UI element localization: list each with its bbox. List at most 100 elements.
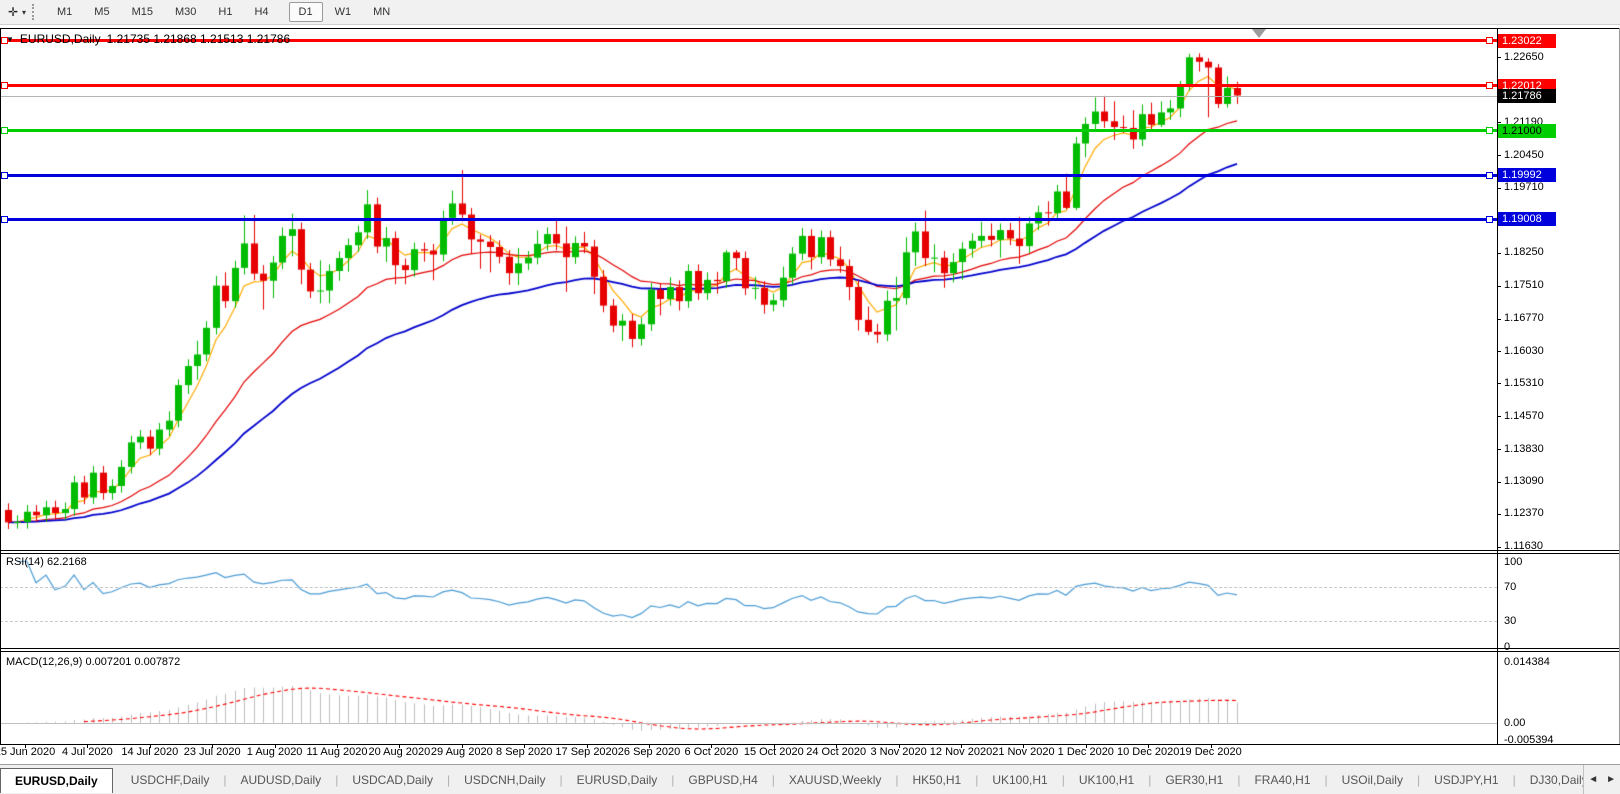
- tab-separator: |: [671, 773, 675, 787]
- timeframe-button-h1[interactable]: H1: [218, 6, 233, 18]
- rsi-axis-label: 70: [1504, 581, 1517, 593]
- main-rsi-separator-b[interactable]: [0, 553, 1620, 554]
- price-axis-tick-label: 1.12370: [1504, 507, 1544, 520]
- chart-tab-gbpusd-h4[interactable]: GBPUSD,H4: [688, 773, 758, 787]
- chart-tool-caret-icon[interactable]: ▾: [22, 7, 27, 17]
- time-axis-label: 21 Nov 2020: [992, 746, 1055, 758]
- price-axis-tick-label: 1.18250: [1504, 246, 1544, 259]
- rsi-macd-separator-a[interactable]: [0, 648, 1620, 649]
- price-axis-tick-label: 1.15310: [1504, 376, 1544, 389]
- chart-tab-usdjpy-h1[interactable]: USDJPY,H1: [1434, 773, 1499, 787]
- chart-tab-ger30-h1[interactable]: GER30,H1: [1165, 773, 1224, 787]
- timeframe-button-m30[interactable]: M30: [174, 6, 197, 18]
- tab-separator: |: [559, 773, 563, 787]
- line-handle[interactable]: [1, 171, 8, 179]
- horizontal-line-1.22012[interactable]: [0, 84, 1497, 88]
- price-axis-tick-label: 1.16030: [1504, 344, 1544, 357]
- time-axis-tick: [649, 744, 650, 748]
- chart-left-border: [0, 28, 1, 744]
- rsi-axis-label: 30: [1504, 615, 1517, 627]
- time-axis-label: 11 Aug 2020: [306, 746, 368, 758]
- time-axis-tick: [87, 744, 89, 748]
- line-handle[interactable]: [1, 37, 8, 45]
- macd-pane-canvas[interactable]: [0, 652, 1497, 744]
- time-axis-tick: [773, 744, 775, 748]
- chart-tab-eurusd-daily[interactable]: EURUSD,Daily: [576, 773, 658, 787]
- tab-separator: |: [895, 773, 899, 787]
- time-axis-label: 10 Dec 2020: [1116, 746, 1180, 758]
- chart-tab-usdcad-daily[interactable]: USDCAD,Daily: [352, 773, 433, 787]
- time-axis-tick: [961, 744, 962, 748]
- current-price-line: [0, 95, 1497, 97]
- price-chart-canvas[interactable]: [0, 28, 1497, 550]
- line-handle[interactable]: [1486, 82, 1493, 90]
- rsi-axis-label: 100: [1504, 555, 1523, 568]
- price-axis-tick: [1497, 252, 1501, 254]
- time-axis-label: 20 Aug 2020: [368, 746, 431, 758]
- timeframe-button-h4[interactable]: H4: [254, 6, 269, 18]
- chart-ohlc-values: 1.21735 1.21868 1.21513 1.21786: [106, 32, 291, 46]
- time-axis-label: 29 Aug 2020: [430, 746, 493, 758]
- price-axis-tick-label: 1.13830: [1504, 442, 1544, 455]
- timeframe-button-m15[interactable]: M15: [131, 6, 153, 18]
- line-handle[interactable]: [1, 127, 8, 135]
- chart-tab-usdchf-daily[interactable]: USDCHF,Daily: [130, 773, 210, 787]
- price-axis-tick-label: 1.20450: [1504, 148, 1544, 161]
- timeframe-button-m5[interactable]: M5: [94, 6, 110, 18]
- toolbar-grip[interactable]: [32, 4, 40, 20]
- time-axis-tick: [524, 744, 526, 748]
- horizontal-line-1.21000[interactable]: [0, 129, 1497, 133]
- chart-tab-fra40-h1[interactable]: FRA40,H1: [1254, 773, 1311, 787]
- time-axis-label: 1 Aug 2020: [246, 746, 303, 758]
- price-axis-line[interactable]: [1497, 28, 1498, 744]
- price-axis-tick: [1497, 383, 1501, 385]
- chart-tab-uk100-h1[interactable]: UK100,H1: [992, 773, 1048, 787]
- horizontal-line-1.23022[interactable]: [0, 39, 1497, 43]
- chart-tab-bar: EURUSD,Daily USDCHF,Daily | AUDUSD,Daily | US…: [0, 764, 1620, 794]
- price-axis-tick-label: 1.13090: [1504, 475, 1544, 488]
- price-axis-tick: [1497, 449, 1501, 451]
- time-axis-label: 8 Sep 2020: [496, 746, 553, 758]
- main-rsi-separator-a[interactable]: [0, 550, 1620, 551]
- timeframe-button-m1[interactable]: M1: [57, 6, 73, 18]
- line-handle[interactable]: [1, 215, 8, 223]
- time-axis-label: 26 Sep 2020: [617, 746, 681, 758]
- chart-tab-audusd-daily[interactable]: AUDUSD,Daily: [240, 773, 322, 787]
- rsi-pane-canvas[interactable]: [0, 553, 1497, 647]
- horizontal-line-1.19008[interactable]: [0, 217, 1497, 221]
- tab-separator: |: [335, 773, 339, 787]
- line-handle[interactable]: [1, 82, 8, 90]
- chart-shift-marker-icon[interactable]: [1252, 29, 1266, 38]
- tab-scroll-left-icon[interactable]: ◄: [1588, 774, 1599, 785]
- chart-tool-icon[interactable]: ✛: [7, 5, 19, 19]
- time-axis-label: 14 Jul 2020: [121, 746, 179, 758]
- chart-tab-hk50-h1[interactable]: HK50,H1: [912, 773, 962, 787]
- chart-tab-usoil-daily[interactable]: USOil,Daily: [1341, 773, 1403, 787]
- chart-tab-uk100-h1[interactable]: UK100,H1: [1078, 773, 1135, 787]
- time-axis-tick: [461, 744, 463, 748]
- price-axis-tick-label: 1.14570: [1504, 409, 1544, 422]
- tab-scroll-right-icon[interactable]: ►: [1606, 774, 1616, 785]
- price-axis-tick: [1497, 57, 1501, 59]
- horizontal-line-1.19992[interactable]: [0, 173, 1497, 177]
- rsi-macd-separator-b[interactable]: [0, 651, 1620, 652]
- chart-tab-eurusd-daily[interactable]: EURUSD,Daily: [0, 767, 113, 793]
- symbol-dropdown-icon[interactable]: ▼: [6, 34, 14, 44]
- line-handle[interactable]: [1486, 171, 1493, 179]
- chart-tab-usdcnh-daily[interactable]: USDCNH,Daily: [464, 773, 546, 787]
- timeframe-button-mn[interactable]: MN: [373, 6, 391, 18]
- price-axis-tick: [1497, 546, 1501, 548]
- price-axis-tick: [1497, 285, 1501, 287]
- line-handle[interactable]: [1486, 127, 1493, 135]
- price-axis-tick: [1497, 481, 1501, 483]
- chart-tab-dj30-daily[interactable]: DJ30,Daily: [1529, 773, 1588, 787]
- timeframe-button-d1[interactable]: D1: [288, 2, 323, 22]
- line-handle[interactable]: [1486, 215, 1493, 223]
- rsi-indicator-label: RSI(14) 62.2168: [6, 556, 87, 568]
- timeframe-button-w1[interactable]: W1: [334, 6, 352, 18]
- line-handle[interactable]: [1486, 37, 1493, 45]
- time-axis-tick: [399, 744, 401, 748]
- time-axis-label: 3 Nov 2020: [870, 746, 927, 758]
- chart-tab-xauusd-weekly[interactable]: XAUUSD,Weekly: [788, 773, 882, 787]
